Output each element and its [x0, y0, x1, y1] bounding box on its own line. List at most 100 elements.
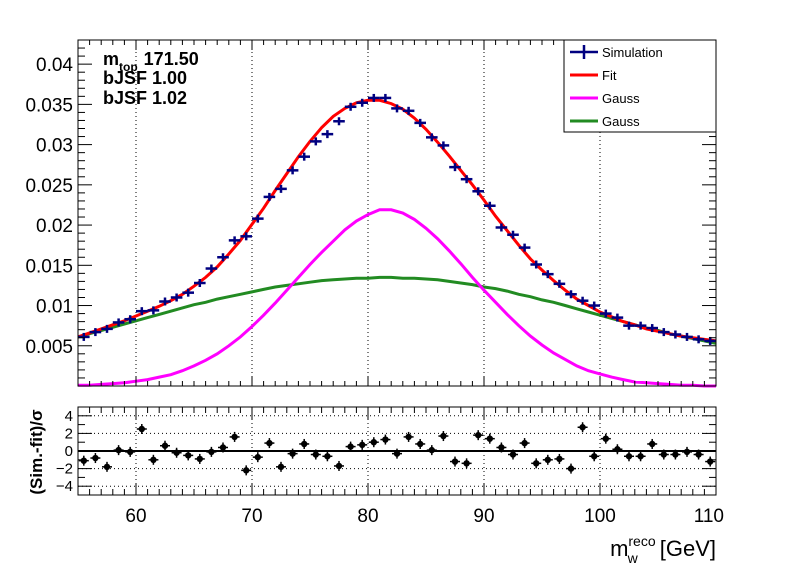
legend-label-gauss-magenta: Gauss: [602, 91, 640, 106]
residual-point: [78, 455, 89, 466]
simulation-point: [658, 328, 670, 337]
residual-point: [241, 465, 252, 476]
residual-point-marker: [115, 446, 122, 454]
residual-y-tick-label: 0: [65, 443, 73, 460]
residual-point: [461, 458, 472, 469]
x-tick-label: 100: [584, 506, 616, 527]
simulation-point: [402, 106, 415, 115]
residual-point-marker: [567, 465, 575, 472]
main-y-tick-label: 0.005: [25, 337, 73, 358]
residual-point-marker: [150, 456, 157, 463]
residual-point: [380, 434, 391, 445]
simulation-point: [298, 152, 310, 161]
residual-point: [90, 453, 101, 464]
simulation-point: [217, 253, 229, 262]
simulation-point: [449, 163, 461, 172]
residual-point-marker: [208, 448, 215, 456]
residual-point: [218, 442, 228, 453]
residual-point-marker: [602, 435, 609, 442]
residual-point: [624, 451, 634, 462]
residual-point-marker: [451, 458, 459, 465]
simulation-point: [507, 230, 519, 239]
main-y-tick-labels: 0.005 0.01 0.015 0.02 0.025 0.03 0.035 0.04: [25, 55, 73, 358]
residual-y-tick-label: 2: [65, 425, 73, 442]
main-plot-panel: 0.005 0.01 0.015 0.02 0.025 0.03 0.035 0.04 mto…: [25, 39, 717, 388]
simulation-point: [182, 288, 194, 297]
residual-point-marker: [498, 444, 505, 451]
residual-point: [206, 446, 217, 457]
main-y-tick-label: 0.025: [25, 176, 73, 197]
residual-point-marker: [382, 436, 389, 443]
legend-entry-gauss-magenta: Gauss: [570, 91, 640, 106]
simulation-point: [78, 332, 90, 341]
residual-point-marker: [556, 455, 563, 463]
simulation-point: [124, 315, 136, 324]
residual-point-marker: [486, 435, 493, 442]
residual-point: [194, 453, 205, 464]
residual-point: [102, 461, 112, 472]
simulation-point: [391, 104, 403, 113]
simulation-point: [101, 324, 113, 333]
residual-point: [229, 431, 240, 442]
residual-point-marker: [672, 451, 679, 458]
residual-point-marker: [347, 443, 354, 450]
simulation-point: [472, 187, 484, 196]
residual-y-axis-title: (Sim.-fit)/σ: [27, 409, 46, 495]
simulation-point: [623, 321, 635, 330]
simulation-point: [692, 335, 705, 344]
x-tick-label: 90: [473, 506, 494, 527]
simulation-point: [240, 232, 252, 241]
residual-point: [450, 456, 460, 467]
main-y-tick-label: 0.01: [36, 297, 73, 318]
residual-point: [125, 446, 136, 457]
residual-points: [78, 422, 716, 476]
residual-point: [264, 438, 275, 449]
simulation-point: [414, 118, 426, 127]
residual-point: [542, 454, 553, 465]
legend-label-fit: Fit: [602, 68, 617, 83]
residual-point-marker: [127, 448, 134, 456]
residual-point-marker: [463, 460, 470, 467]
x-tick-labels: 60 70 80 90 100 110: [125, 506, 724, 527]
main-y-tick-label: 0.035: [25, 95, 73, 116]
residual-point: [334, 460, 344, 471]
legend-entry-gauss-green: Gauss: [570, 114, 640, 129]
residual-point: [484, 433, 495, 444]
residual-point-marker: [440, 432, 447, 440]
x-tick-label: 80: [357, 506, 378, 527]
residual-point: [426, 445, 437, 456]
mtop-label: mtop 171.50: [103, 49, 199, 74]
residual-point: [554, 453, 565, 464]
residual-point: [148, 454, 159, 465]
residual-point: [171, 447, 182, 458]
residual-point-marker: [277, 463, 285, 471]
residual-point-marker: [417, 440, 424, 448]
simulation-point: [205, 264, 218, 273]
residual-point-marker: [254, 453, 261, 461]
residual-point: [635, 451, 646, 462]
simulation-point: [275, 184, 287, 193]
residual-point: [252, 452, 263, 463]
residual-point-marker: [428, 446, 435, 454]
bjsf-label-2: bJSF 1.02: [103, 88, 187, 108]
residual-point-marker: [243, 467, 250, 474]
simulation-point: [565, 290, 577, 299]
legend-box: [563, 39, 717, 133]
main-y-tick-label: 0.04: [36, 55, 73, 76]
x-axis-title: mreco w [GeV]: [610, 533, 716, 566]
simulation-point: [553, 279, 566, 288]
residual-point: [600, 433, 611, 444]
residual-point: [183, 450, 194, 461]
simulation-point: [669, 330, 682, 339]
residual-point: [473, 430, 484, 441]
residual-point: [392, 448, 402, 459]
simulation-point: [704, 336, 716, 345]
legend-label-simulation: Simulation: [602, 45, 663, 60]
residual-point-marker: [266, 439, 273, 447]
residual-point-marker: [196, 455, 203, 463]
simulation-point: [333, 117, 345, 126]
residual-point-marker: [649, 440, 656, 448]
curve-gauss-3: [77, 275, 717, 345]
